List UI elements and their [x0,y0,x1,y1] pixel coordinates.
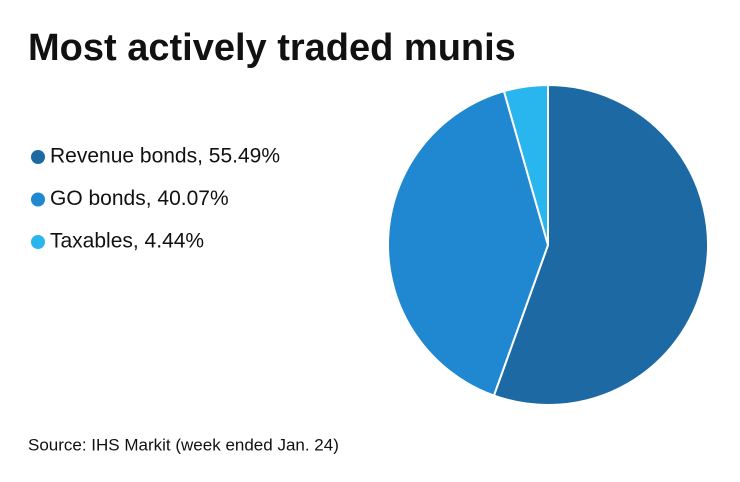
legend-label: Revenue bonds, 55.49% [50,145,280,168]
legend-marker [31,192,45,207]
pie-slice [387,89,550,397]
pie-slice [502,83,549,246]
legend-marker [31,150,45,164]
source-note: Source: IHS Markit (week ended Jan. 24) [28,435,339,454]
chart-title: Most actively traded munis [28,27,516,69]
legend-label: Taxables, 4.44% [50,230,204,253]
legend-label: GO bonds, 40.07% [50,187,229,210]
legend-marker [31,235,45,249]
pie-slice [492,83,709,406]
